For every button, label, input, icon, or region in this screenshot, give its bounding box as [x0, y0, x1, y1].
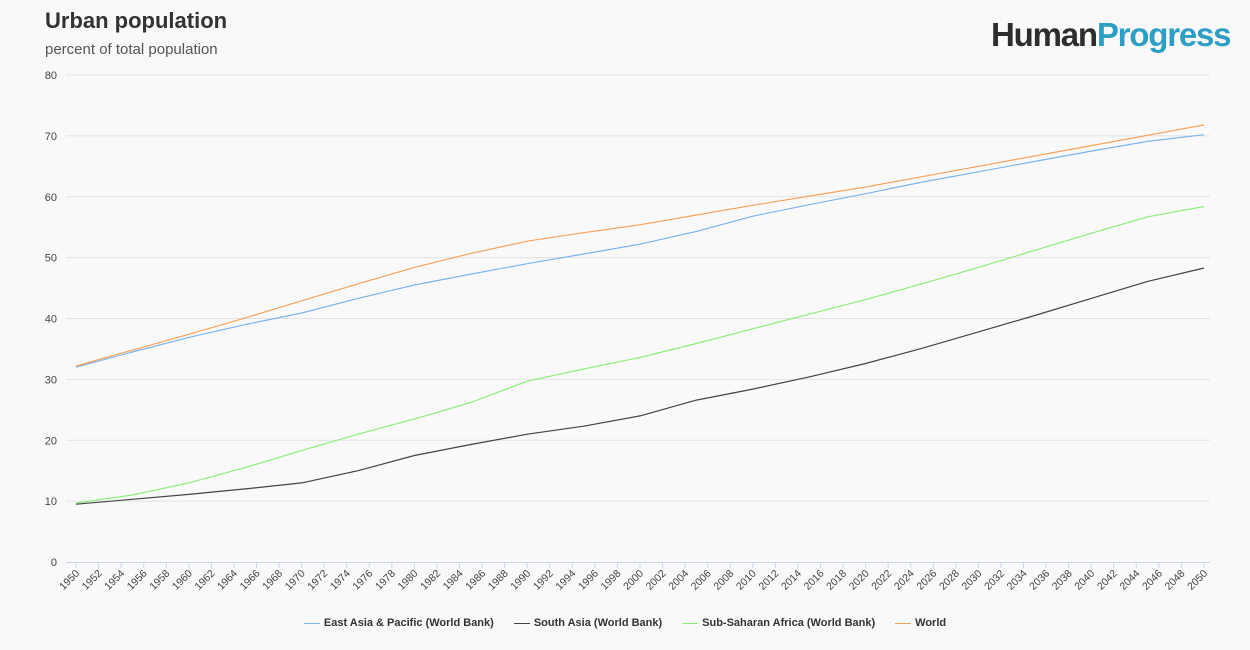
x-tick-label: 1994 [553, 568, 578, 593]
x-tick-label: 2046 [1140, 568, 1165, 593]
legend-swatch [513, 622, 530, 624]
x-tick-label: 2024 [892, 568, 917, 593]
legend-swatch [895, 622, 912, 624]
chart-subtitle: percent of total population [45, 41, 218, 58]
y-tick-label: 40 [45, 314, 57, 326]
legend-item[interactable]: East Asia & Pacific (World Bank) [303, 617, 494, 629]
logo-text-human: Human [991, 16, 1098, 53]
x-tick-label: 1952 [80, 568, 105, 593]
x-tick-label: 2022 [869, 568, 894, 593]
x-tick-label: 2048 [1163, 568, 1188, 593]
x-tick-label: 2000 [621, 568, 646, 593]
series-line [75, 205, 1205, 504]
legend-swatch [303, 622, 320, 624]
x-tick-label: 1996 [576, 568, 601, 593]
x-tick-label: 1988 [486, 568, 511, 593]
x-tick-label: 1960 [170, 568, 195, 593]
x-tick-label: 2036 [1027, 568, 1052, 593]
x-tick-label: 1958 [147, 568, 172, 593]
x-tick-label: 1950 [57, 568, 82, 593]
legend-item[interactable]: South Asia (World Bank) [513, 617, 663, 629]
x-tick-label: 2034 [1005, 568, 1030, 593]
x-tick-label: 2032 [982, 568, 1007, 593]
x-tick-label: 2050 [1185, 568, 1210, 593]
legend-swatch [682, 622, 699, 624]
x-tick-label: 2044 [1117, 568, 1142, 593]
x-tick-label: 1984 [441, 568, 466, 593]
series-line [75, 124, 1205, 367]
y-tick-label: 50 [45, 253, 57, 265]
x-tick-label: 1968 [260, 568, 285, 593]
legend-item[interactable]: Sub-Saharan Africa (World Bank) [682, 617, 875, 629]
x-tick-label: 2028 [937, 568, 962, 593]
x-tick-label: 1990 [508, 568, 533, 593]
series-line [75, 267, 1205, 505]
x-tick-label: 1964 [215, 568, 240, 593]
legend-label: East Asia & Pacific (World Bank) [323, 617, 494, 629]
humanprogress-logo[interactable]: HumanProgress [991, 15, 1232, 55]
y-tick-label: 20 [45, 435, 57, 447]
legend-label: World [915, 617, 947, 629]
y-tick-label: 0 [51, 557, 57, 569]
x-tick-label: 2014 [779, 568, 804, 593]
y-gridlines [66, 74, 1210, 502]
x-tick-label: 1992 [531, 568, 556, 593]
x-tick-label: 2020 [847, 568, 872, 593]
x-tick-label: 2026 [914, 568, 939, 593]
x-tick-label: 2008 [711, 568, 736, 593]
x-tick-label: 2042 [1095, 568, 1120, 593]
chart-legend: East Asia & Pacific (World Bank) South As… [0, 613, 1250, 633]
x-tick-label: 1954 [102, 568, 127, 593]
y-tick-label: 30 [45, 374, 57, 386]
series-lines [75, 124, 1205, 505]
x-tick-label: 1976 [350, 568, 375, 593]
x-tick-label: 2040 [1072, 568, 1097, 593]
x-tick-label: 2012 [756, 568, 781, 593]
y-tick-label: 10 [45, 496, 57, 508]
legend-label: Sub-Saharan Africa (World Bank) [702, 617, 876, 629]
x-tick-label: 1970 [283, 568, 308, 593]
legend-item[interactable]: World [895, 617, 946, 629]
x-axis: 1950195219541956195819601962196419661968… [57, 562, 1210, 593]
x-tick-label: 1980 [396, 568, 421, 593]
x-tick-label: 2004 [666, 568, 691, 593]
legend-label: South Asia (World Bank) [533, 617, 663, 629]
y-tick-label: 70 [45, 131, 57, 143]
x-tick-label: 1982 [418, 568, 443, 593]
x-tick-label: 2010 [734, 568, 759, 593]
x-tick-label: 2038 [1050, 568, 1075, 593]
x-tick-label: 1998 [599, 568, 624, 593]
x-tick-label: 2016 [802, 568, 827, 593]
y-tick-label: 60 [45, 192, 57, 204]
x-tick-label: 2002 [644, 568, 669, 593]
x-tick-label: 1956 [125, 568, 150, 593]
x-tick-label: 1966 [238, 568, 263, 593]
x-tick-label: 1972 [305, 568, 330, 593]
x-tick-label: 1978 [373, 568, 398, 593]
x-tick-label: 1986 [463, 568, 488, 593]
logo-text-progress: Progress [1096, 16, 1232, 53]
x-tick-label: 1962 [192, 568, 217, 593]
x-tick-label: 2006 [689, 568, 714, 593]
y-axis-ticks: 0 10 20 30 40 50 60 70 80 [45, 70, 57, 569]
y-tick-label: 80 [45, 70, 57, 82]
series-line [75, 134, 1205, 368]
x-tick-label: 2030 [960, 568, 985, 593]
x-tick-label: 1974 [328, 568, 353, 593]
x-tick-label: 2018 [824, 568, 849, 593]
chart-title: Urban population [45, 8, 228, 33]
